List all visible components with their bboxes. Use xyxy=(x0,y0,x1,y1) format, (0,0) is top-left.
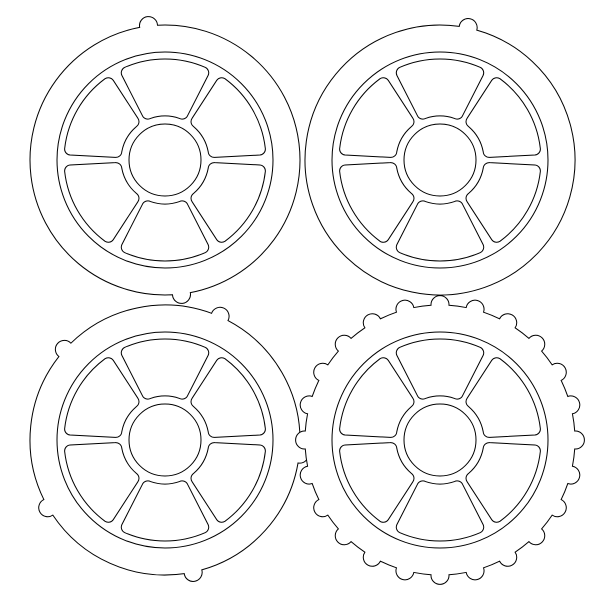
gear-wheel xyxy=(296,296,585,585)
hub-circle xyxy=(404,404,476,476)
gear-wheel xyxy=(30,305,309,581)
hub-circle xyxy=(129,124,201,196)
gear-diagram xyxy=(0,0,600,600)
hub-circle xyxy=(129,404,201,476)
gear-wheel xyxy=(30,17,300,304)
hub-circle xyxy=(404,124,476,196)
gear-wheel xyxy=(305,19,575,295)
